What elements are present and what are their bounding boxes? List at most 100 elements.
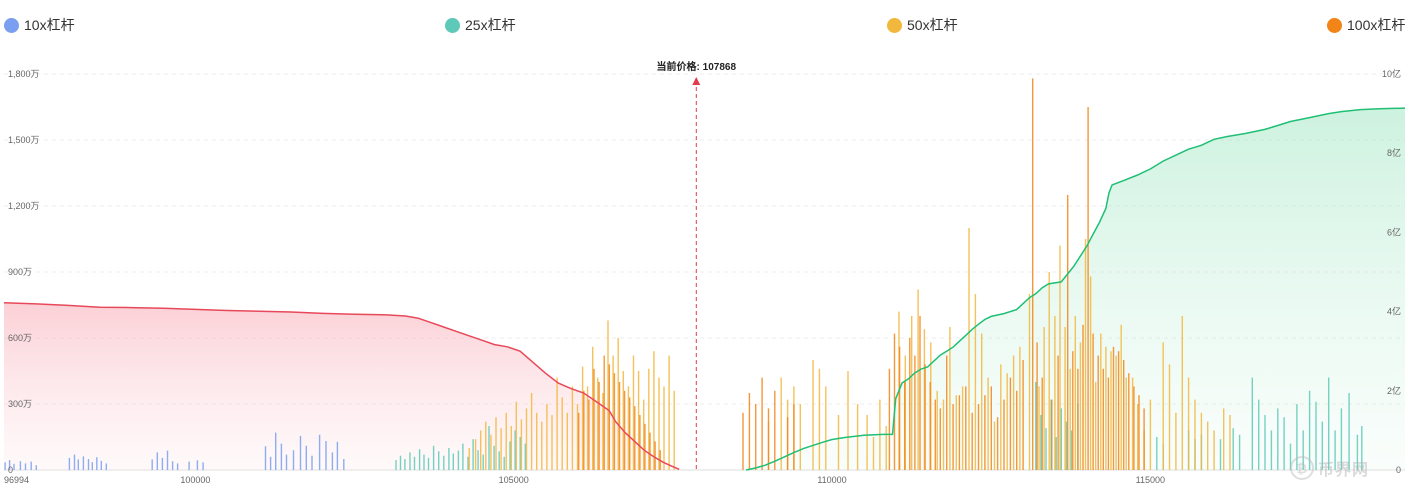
liquidation-bar (1181, 316, 1183, 470)
liquidation-bar (1277, 408, 1279, 470)
liquidation-bar (786, 417, 789, 470)
legend: 10x杠杆 25x杠杆 50x杠杆 100x杠杆 (0, 0, 1407, 50)
liquidation-bar (939, 408, 941, 470)
liquidation-bar (24, 463, 27, 470)
liquidation-bar (1213, 430, 1215, 470)
liquidation-bar (602, 393, 604, 470)
liquidation-bar (500, 428, 502, 470)
liquidation-bar (1036, 342, 1038, 470)
liquidation-bar (583, 390, 585, 470)
bar-series-3 (468, 228, 1231, 470)
y-right-tick-label: 2亿 (1387, 385, 1401, 396)
y-left-tick-label: 600万 (8, 333, 32, 343)
liquidation-bar (299, 435, 302, 470)
liquidation-bar (1009, 377, 1012, 470)
liquidation-bar (1040, 415, 1042, 470)
liquidation-bar (634, 406, 636, 470)
liquidation-bar (1238, 434, 1241, 470)
liquidation-bar (1102, 368, 1104, 470)
watermark: ₿ 币界网 (1289, 456, 1369, 480)
x-tick-label: 110000 (817, 475, 846, 485)
liquidation-bar (1089, 276, 1092, 470)
liquidation-bar (742, 412, 744, 470)
liquidation-bar (188, 461, 190, 470)
long-cumulative-line (3, 302, 680, 470)
liquidation-bar (457, 450, 460, 470)
liquidation-bar (556, 377, 558, 470)
liquidation-bar (914, 355, 916, 470)
liquidation-bar (1270, 430, 1273, 470)
liquidation-bar (19, 461, 22, 470)
liquidation-bar (627, 386, 630, 470)
legend-item-3[interactable]: 50x杠杆 (887, 14, 958, 36)
liquidation-bar (1133, 386, 1135, 470)
y-left-tick-label: 900万 (8, 267, 32, 277)
liquidation-bar (1048, 272, 1050, 470)
liquidation-bar (608, 364, 610, 470)
liquidation-bar (888, 368, 891, 470)
liquidation-bar (325, 441, 327, 470)
liquidation-bar (1302, 430, 1304, 470)
liquidation-bar (1315, 401, 1317, 470)
liquidation-bar (955, 395, 957, 470)
liquidation-bar (505, 412, 507, 470)
liquidation-bar (1283, 417, 1285, 470)
liquidation-bar (462, 443, 464, 470)
liquidation-bar (474, 439, 477, 470)
liquidation-bar (586, 386, 589, 470)
liquidation-bar (984, 395, 986, 470)
liquidation-bar (1038, 386, 1040, 470)
watermark-text: 币界网 (1317, 462, 1369, 479)
liquidation-bar (96, 457, 98, 470)
short-cumulative-area (746, 108, 1405, 470)
liquidation-bar (285, 454, 288, 470)
liquidation-bar (1069, 368, 1071, 470)
liquidation-bar (311, 455, 313, 470)
liquidation-bar (1079, 342, 1082, 470)
liquidation-bar (1264, 415, 1266, 470)
legend-item-2[interactable]: 25x杠杆 (445, 14, 516, 36)
liquidation-bar (1016, 390, 1018, 470)
liquidation-bar (1200, 412, 1203, 470)
liquidation-bar (318, 434, 321, 470)
liquidation-bar (909, 338, 911, 470)
y-right-tick-label: 4亿 (1387, 306, 1401, 317)
liquidation-bar (748, 393, 751, 470)
liquidation-bar (488, 426, 490, 470)
current-price-label: 当前价格: 107868 (657, 60, 737, 73)
liquidation-bar (498, 451, 500, 470)
liquidation-bar (280, 443, 283, 470)
liquidation-bar (438, 451, 440, 470)
liquidation-bar (588, 399, 590, 470)
liquidation-bar (1054, 316, 1056, 470)
liquidation-bar (91, 462, 93, 470)
liquidation-bar (977, 404, 980, 470)
legend-item-4[interactable]: 100x杠杆 (1327, 14, 1405, 36)
liquidation-bar (968, 228, 970, 470)
liquidation-bar (755, 404, 757, 470)
liquidation-bar (448, 448, 450, 470)
liquidation-bar (1251, 377, 1253, 470)
liquidation-bar (292, 450, 295, 470)
liquidation-bar (1087, 107, 1089, 470)
liquidation-bar (1077, 368, 1079, 470)
liquidation-bar (423, 454, 425, 470)
liquidation-bar (617, 338, 619, 470)
liquidation-bar (156, 452, 158, 470)
legend-item-1[interactable]: 10x杠杆 (4, 14, 75, 36)
liquidation-bar (974, 294, 977, 470)
short-cumulative-line (745, 107, 1406, 471)
liquidation-bar (1032, 78, 1034, 471)
liquidation-bar (1006, 373, 1008, 470)
liquidation-bar (1003, 399, 1005, 470)
liquidation-bar (1022, 360, 1024, 470)
liquidation-bar (917, 289, 919, 470)
liquidation-bar (514, 430, 516, 470)
liquidation-bar (1084, 239, 1087, 470)
liquidation-bar (1035, 382, 1037, 470)
liquidation-bar (648, 368, 650, 470)
liquidation-bar (578, 412, 580, 470)
liquidation-bar (166, 450, 169, 470)
liquidation-bar (799, 404, 801, 470)
liquidation-bar (1082, 324, 1084, 470)
